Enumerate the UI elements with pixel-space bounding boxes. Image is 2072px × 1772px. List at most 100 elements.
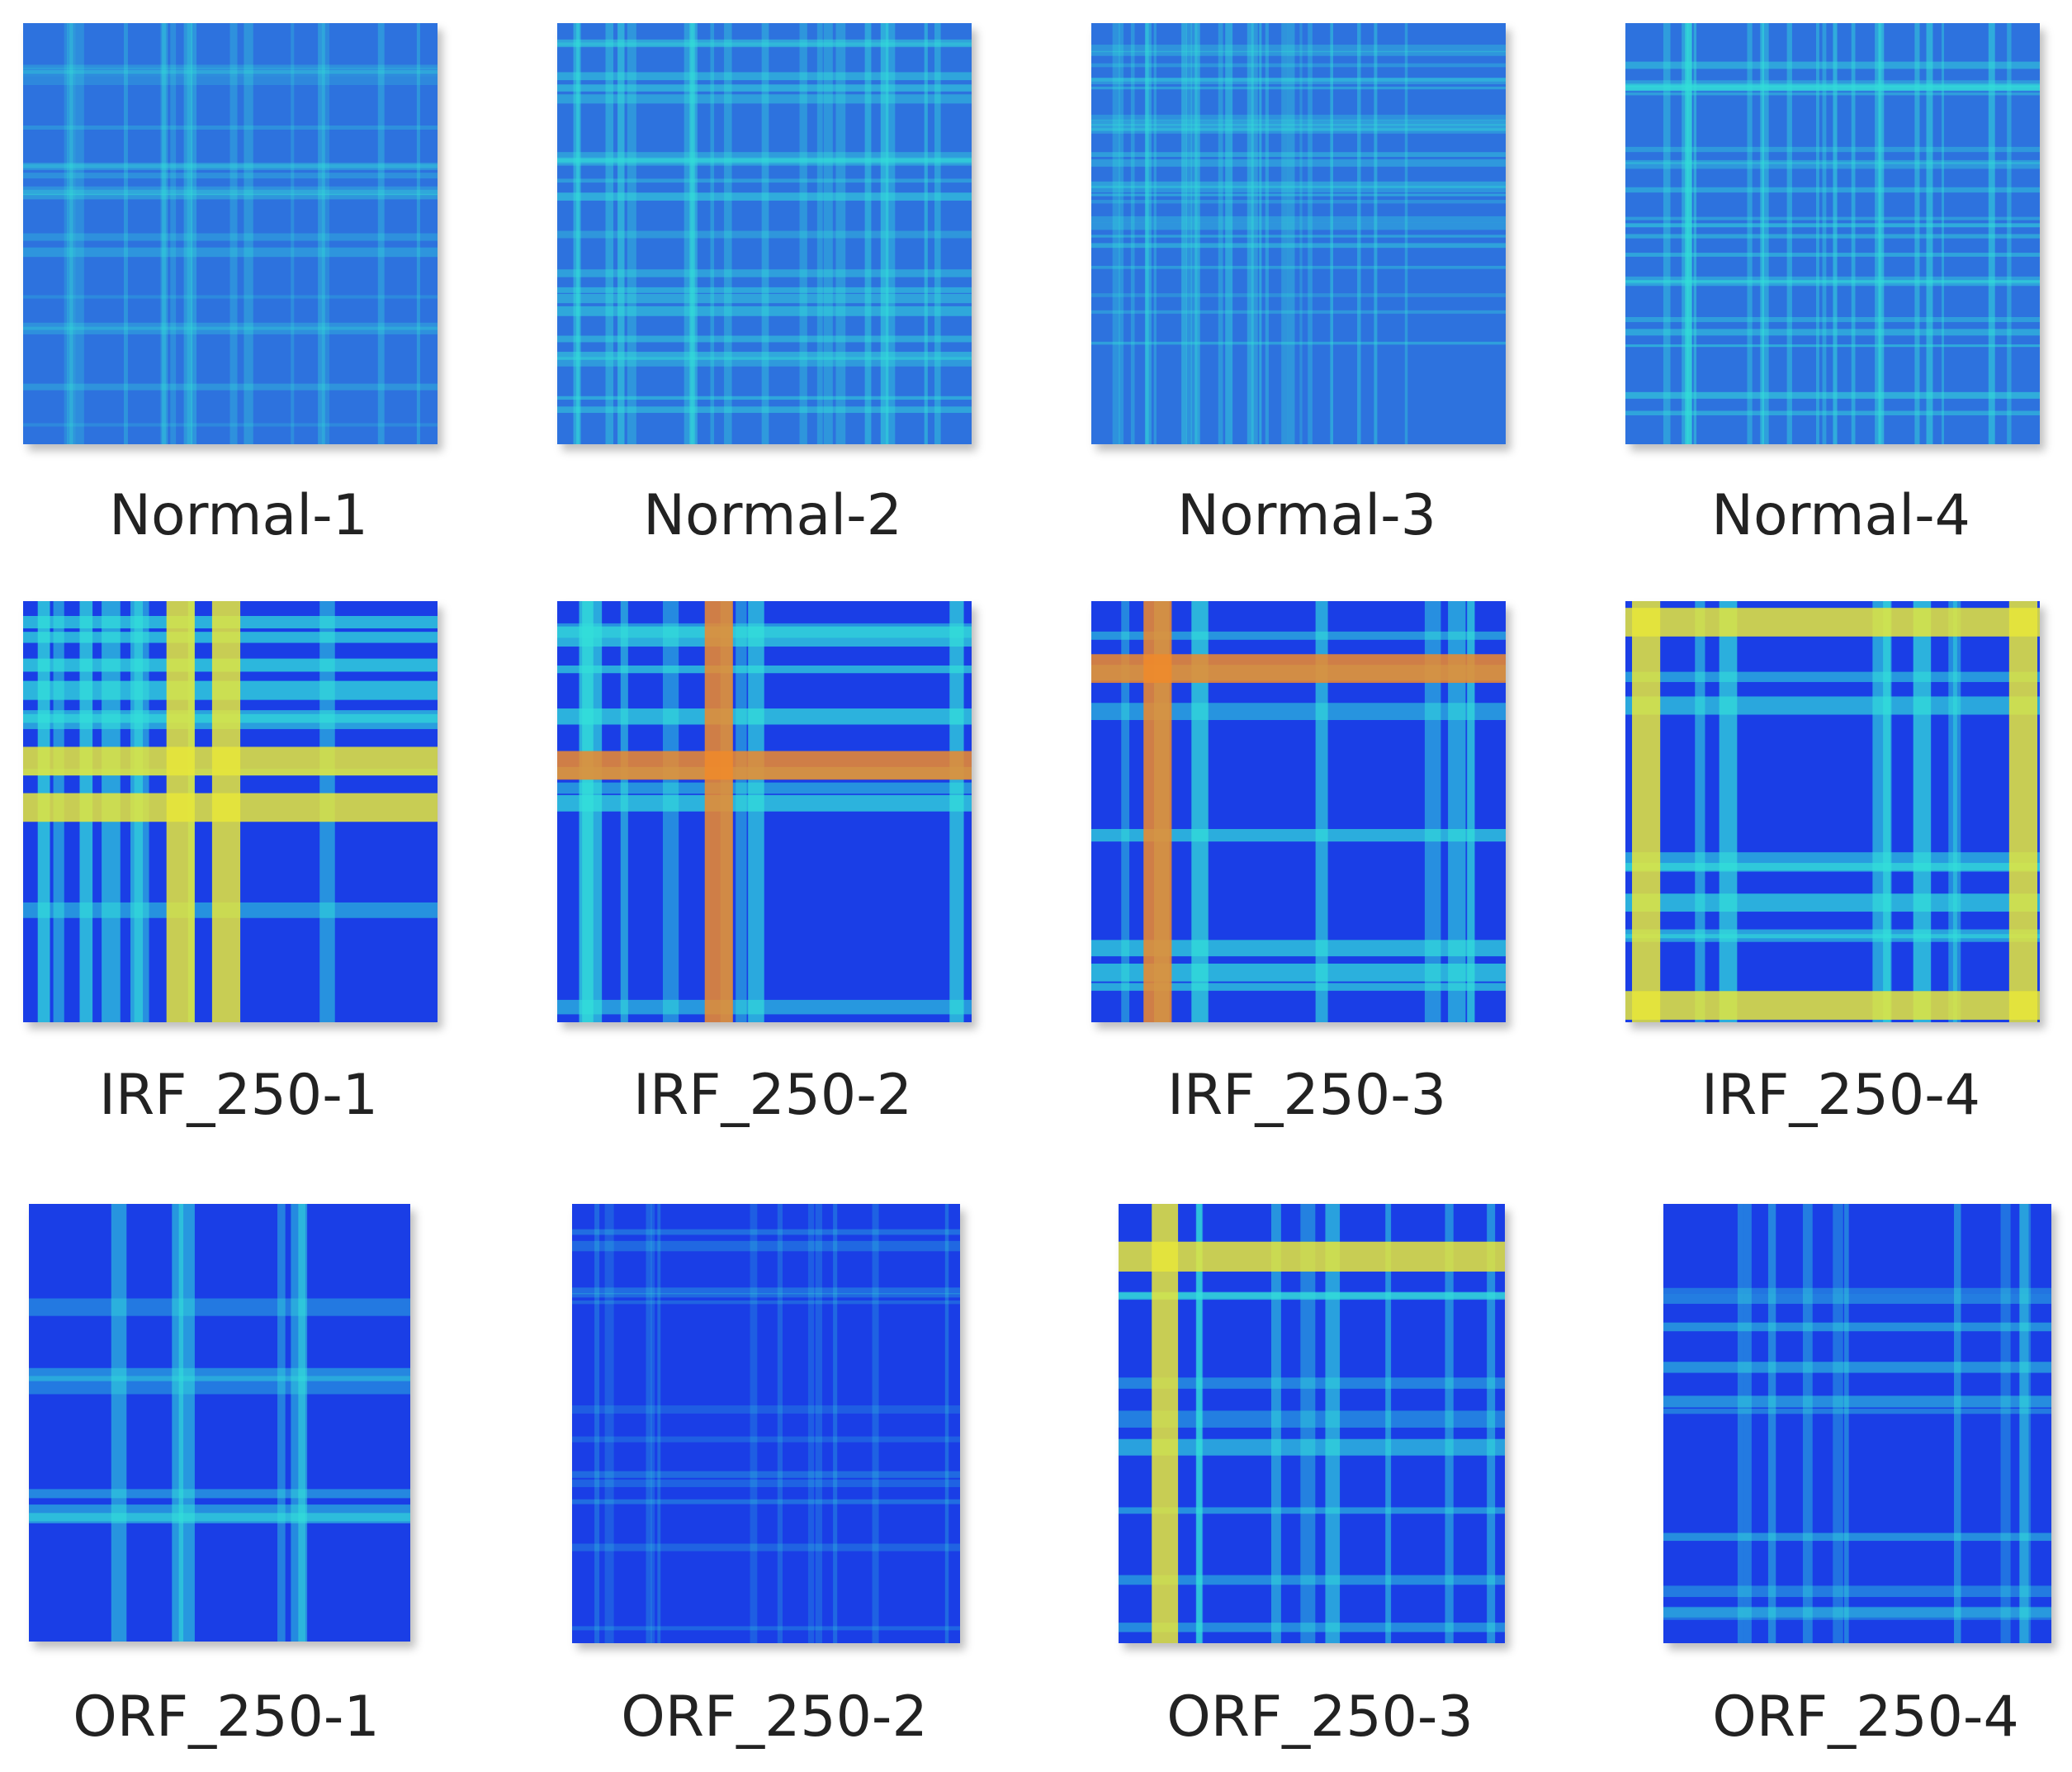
heatmap-band xyxy=(1119,1377,1505,1389)
heatmap-band xyxy=(1194,23,1200,444)
heatmap-band xyxy=(1760,23,1765,444)
heatmap-band xyxy=(1663,23,1671,444)
heatmap-band xyxy=(557,665,972,674)
heatmap-band xyxy=(1315,601,1328,1022)
heatmap-background xyxy=(1625,23,2040,444)
heatmap-band xyxy=(1625,893,2040,912)
heatmap-band xyxy=(662,601,679,1022)
heatmap-band xyxy=(833,1204,838,1643)
heatmap-band xyxy=(23,383,438,391)
heatmap-band xyxy=(710,23,715,444)
heatmap-band xyxy=(1091,293,1506,297)
heatmap-band xyxy=(1091,200,1506,204)
heatmap-band xyxy=(557,352,972,360)
heatmap-band xyxy=(160,23,166,444)
heatmap-band xyxy=(377,23,385,444)
heatmap-band xyxy=(557,396,972,400)
heatmap-band xyxy=(1815,23,1819,444)
heatmap-normal-1 xyxy=(23,23,438,444)
heatmap-band xyxy=(1625,391,2040,399)
heatmap-band xyxy=(572,1436,960,1443)
caption-irf-250-2: IRF_250-2 xyxy=(632,1063,912,1128)
heatmap-band xyxy=(74,23,84,444)
heatmap-band xyxy=(557,999,972,1015)
heatmap-band xyxy=(1251,23,1258,444)
heatmap-hot-band xyxy=(1091,654,1506,683)
heatmap-band xyxy=(1625,863,2040,872)
heatmap-band xyxy=(594,1204,600,1643)
heatmap-svg xyxy=(1091,23,1506,444)
heatmap-hot-band xyxy=(23,793,438,822)
heatmap-orf-250-1 xyxy=(29,1204,410,1642)
heatmap-band xyxy=(1287,23,1295,444)
heatmap-band xyxy=(864,23,872,444)
heatmap-tint xyxy=(1625,23,2040,444)
heatmap-band xyxy=(1091,193,1506,197)
heatmap-band xyxy=(1625,276,2040,282)
heatmap-irf-250-4 xyxy=(1625,601,2040,1022)
heatmap-band xyxy=(23,193,438,200)
heatmap-band xyxy=(557,39,972,48)
heatmap-band xyxy=(1091,265,1506,269)
heatmap-band xyxy=(557,269,972,277)
heatmap-band xyxy=(736,601,747,1022)
heatmap-band xyxy=(557,335,972,343)
heatmap-band xyxy=(1625,329,2040,336)
heatmap-band xyxy=(1091,63,1506,68)
heatmap-band xyxy=(572,1405,960,1414)
heatmap-band xyxy=(1942,23,1945,444)
heatmap-band xyxy=(23,189,438,196)
heatmap-band xyxy=(1325,1204,1341,1643)
heatmap-band xyxy=(1952,601,1961,1022)
heatmap-band xyxy=(1625,929,2040,939)
heatmap-band xyxy=(1445,1204,1454,1643)
heatmap-band xyxy=(1091,216,1506,223)
heatmap-svg xyxy=(23,23,438,444)
heatmap-band xyxy=(1625,281,2040,287)
heatmap-band xyxy=(604,1204,614,1643)
heatmap-band xyxy=(815,1204,823,1643)
heatmap-band xyxy=(557,158,972,166)
heatmap-band xyxy=(777,1204,783,1643)
heatmap-band xyxy=(835,23,846,444)
heatmap-band xyxy=(1663,1362,2051,1373)
heatmap-band xyxy=(67,23,76,444)
heatmap-band xyxy=(1247,23,1254,444)
heatmap-band xyxy=(1822,23,1827,444)
heatmap-band xyxy=(416,23,420,444)
heatmap-normal-4 xyxy=(1625,23,2040,444)
heatmap-band xyxy=(605,23,614,444)
heatmap-band xyxy=(1404,23,1408,444)
heatmap-band xyxy=(1385,1204,1392,1643)
heatmap-band xyxy=(318,23,325,444)
heatmap-normal-3 xyxy=(1091,23,1506,444)
heatmap-band xyxy=(650,1204,655,1643)
heatmap-svg xyxy=(1091,601,1506,1022)
heatmap-band xyxy=(298,1204,308,1642)
heatmap-band xyxy=(244,23,253,444)
heatmap-band xyxy=(1119,1575,1505,1585)
heatmap-band xyxy=(291,1204,305,1642)
heatmap-band xyxy=(1988,23,1995,444)
heatmap-band xyxy=(124,23,128,444)
heatmap-band xyxy=(23,163,438,168)
heatmap-band xyxy=(880,23,889,444)
heatmap-band xyxy=(23,423,438,427)
heatmap-background xyxy=(29,1204,410,1642)
heatmap-band xyxy=(1695,601,1705,1022)
heatmap-band xyxy=(573,23,581,444)
heatmap-orf-250-2 xyxy=(572,1204,960,1643)
heatmap-svg xyxy=(29,1204,410,1642)
heatmap-band xyxy=(557,357,972,367)
heatmap-band xyxy=(23,75,438,86)
heatmap-band xyxy=(1119,1507,1505,1514)
heatmap-band xyxy=(572,1543,960,1552)
heatmap-band xyxy=(1091,86,1506,90)
heatmap-band xyxy=(23,69,438,74)
caption-irf-250-1: IRF_250-1 xyxy=(98,1063,378,1128)
heatmap-band xyxy=(23,64,438,69)
heatmap-band xyxy=(1926,23,1933,444)
heatmap-background xyxy=(1119,1204,1505,1643)
heatmap-band xyxy=(1119,1410,1505,1428)
heatmap-svg xyxy=(1119,1204,1505,1643)
